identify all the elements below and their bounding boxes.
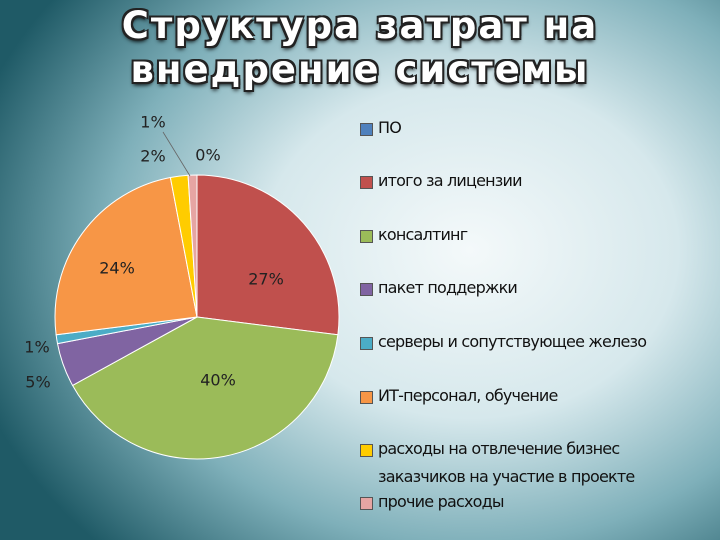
legend-entry: ПО (360, 114, 698, 142)
pie-slice (54, 176, 198, 336)
legend-swatch (360, 176, 373, 189)
legend-entry: консалтинг (360, 221, 698, 249)
legend-label: консалтинг (378, 225, 468, 244)
leader-line (162, 131, 191, 177)
legend-entry: прочие расходы (360, 488, 698, 516)
data-label: 1% (140, 113, 165, 132)
data-label: 40% (200, 371, 236, 390)
data-label: 2% (140, 147, 165, 166)
legend-swatch (360, 283, 373, 296)
legend-label: ИТ-персонал, обучение (378, 386, 558, 405)
legend-swatch (360, 123, 373, 136)
legend-label: серверы и сопутствующее железо (378, 332, 647, 351)
legend-entry: расходы на отвлечение бизнес заказчиков … (360, 435, 698, 491)
data-label: 0% (195, 146, 220, 165)
legend-label: прочие расходы (378, 492, 505, 511)
data-label: 27% (248, 270, 284, 289)
pie-slice (196, 174, 340, 336)
legend-entry: ИТ-персонал, обучение (360, 382, 698, 410)
legend-label: итого за лицензии (378, 171, 523, 190)
chart-title: Структура затрат на внедрение системы (121, 4, 599, 91)
legend-swatch (360, 337, 373, 350)
legend-swatch (360, 391, 373, 404)
legend-label: ПО (378, 118, 402, 137)
legend-entry: серверы и сопутствующее железо (360, 328, 698, 356)
legend-entry: итого за лицензии (360, 167, 698, 195)
pie-slice (187, 174, 198, 318)
data-label: 1% (24, 338, 49, 357)
legend-swatch (360, 230, 373, 243)
legend-swatch (360, 497, 373, 510)
legend-swatch (360, 444, 373, 457)
legend-label: пакет поддержки (378, 278, 518, 297)
pie-slice (71, 316, 339, 460)
data-label: 5% (25, 373, 50, 392)
legend-label: расходы на отвлечение бизнес заказчиков … (378, 439, 635, 486)
data-label: 24% (99, 259, 135, 278)
legend-entry: пакет поддержки (360, 274, 698, 302)
